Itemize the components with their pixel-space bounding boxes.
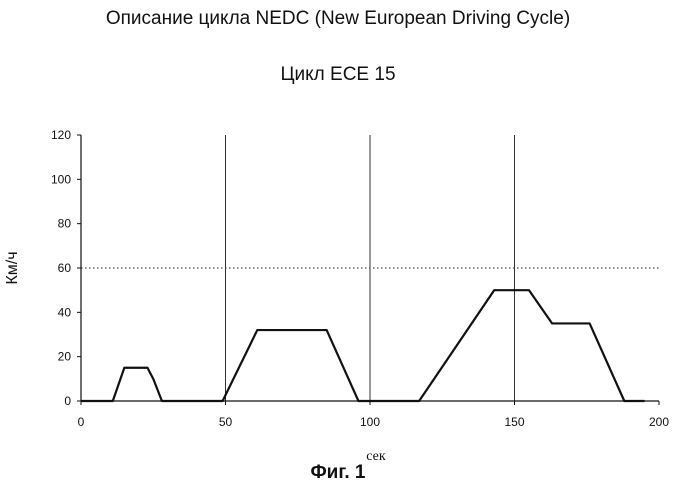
y-tick-label: 40 [58,305,72,319]
grid-lines [81,135,659,401]
x-tick-label: 200 [649,415,669,429]
x-tick-label: 0 [78,415,85,429]
y-tick-label: 0 [64,394,71,408]
y-tick-label: 60 [58,261,72,275]
y-tick-label: 100 [51,172,71,186]
y-axis-label: Км/ч [4,251,21,284]
x-tick-label: 150 [504,415,524,429]
speed-series [81,290,645,401]
x-tick-label: 50 [219,415,233,429]
x-tick-label: 100 [360,415,380,429]
y-tick-label: 20 [58,350,72,364]
y-tick-label: 120 [51,128,71,142]
tick-labels: 0 20 40 60 80 100 120 0 50 100 150 200 [51,128,669,429]
speed-line [81,290,645,401]
figure-caption: Фиг. 1 [0,462,676,484]
y-tick-label: 80 [58,217,72,231]
